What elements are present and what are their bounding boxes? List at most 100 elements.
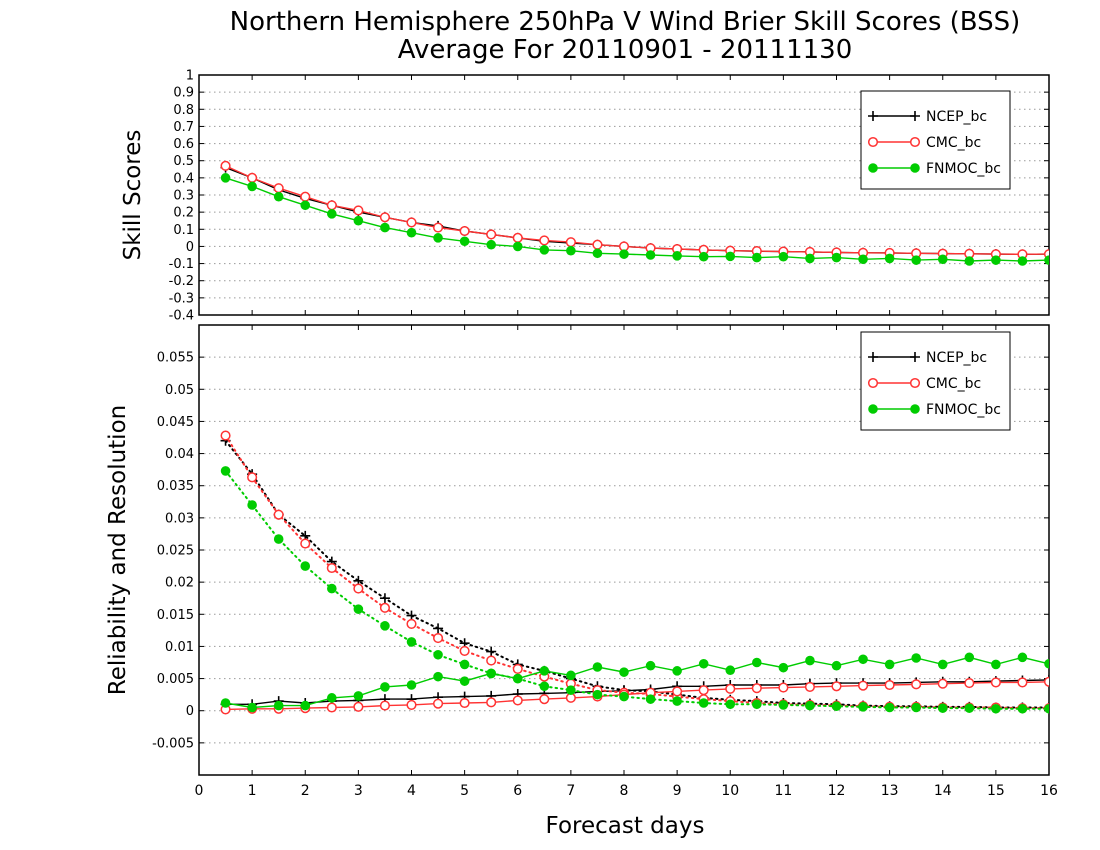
data-point [698, 685, 709, 696]
y-tick-label: 0.1 [173, 223, 194, 238]
data-point [672, 686, 683, 697]
y-tick-label: 0.025 [157, 544, 194, 559]
data-point [220, 160, 231, 171]
data-point [964, 652, 975, 663]
data-point [592, 248, 603, 259]
y-tick-label: 0 [186, 240, 194, 255]
x-tick-label: 5 [460, 783, 469, 799]
data-point [459, 676, 470, 686]
data-point [752, 252, 762, 263]
y-tick-label: 0.02 [165, 576, 194, 591]
y-tick-label: 0.045 [157, 415, 194, 430]
data-point [512, 241, 523, 252]
x-tick-label: 8 [620, 783, 629, 799]
data-point [990, 677, 1001, 688]
data-point [592, 689, 603, 700]
data-point [991, 659, 1001, 670]
data-point [326, 200, 337, 211]
data-point [220, 430, 231, 441]
data-point [778, 682, 789, 693]
y-tick-label: 1 [186, 69, 194, 84]
data-point [867, 136, 879, 148]
data-point [459, 659, 470, 670]
data-point [805, 655, 815, 666]
data-point [831, 681, 842, 692]
data-point [406, 217, 417, 228]
data-point [539, 681, 550, 692]
y-tick-label: -0.2 [169, 274, 194, 289]
data-point [433, 623, 444, 634]
y-tick-label: 0.6 [173, 137, 194, 152]
data-point [486, 646, 497, 657]
data-point [725, 699, 736, 710]
series-line-FNMOC_bc [224, 177, 1049, 262]
data-point [300, 200, 311, 211]
data-point [326, 702, 337, 713]
data-point [778, 700, 789, 710]
data-point [752, 699, 762, 710]
data-point [486, 697, 497, 708]
y-tick-label: 0.005 [157, 672, 194, 687]
x-tick-label: 1 [248, 783, 257, 799]
y-tick-label: 0.8 [173, 103, 194, 118]
y-tick-label: 0.035 [157, 479, 194, 494]
data-point [220, 466, 231, 476]
x-tick-label: 14 [934, 783, 952, 799]
data-point [868, 352, 878, 362]
data-point [698, 658, 709, 669]
data-point [619, 691, 629, 702]
y-tick-label: -0.1 [169, 257, 194, 272]
data-point [1017, 677, 1028, 688]
data-point [884, 679, 895, 691]
data-point [566, 245, 576, 256]
x-tick-label: 11 [774, 783, 792, 799]
legend-label: FNMOC_bc [926, 161, 1001, 177]
data-point [858, 702, 868, 712]
y-tick-label: 0.05 [165, 383, 194, 398]
data-point [752, 657, 762, 668]
data-point [778, 662, 789, 673]
data-point [512, 663, 523, 674]
data-point [459, 697, 470, 709]
x-tick-label: 7 [566, 783, 575, 799]
data-point [486, 655, 497, 666]
data-point [858, 654, 868, 665]
data-point [858, 680, 869, 691]
y-tick-label: 0.9 [173, 86, 194, 101]
data-point [831, 701, 842, 712]
legend-label: CMC_bc [926, 376, 981, 392]
x-tick-label: 4 [407, 783, 416, 799]
data-point [991, 703, 1001, 714]
data-point [273, 534, 284, 544]
data-point [273, 700, 284, 711]
series-group [220, 160, 1049, 266]
data-point [645, 694, 656, 704]
data-point [698, 251, 709, 262]
data-point [805, 253, 815, 264]
legend: NCEP_bc CMC_bc FNMOC_bc [860, 331, 1011, 431]
data-point [353, 691, 364, 701]
x-tick-label: 3 [354, 783, 363, 799]
plot-frame [198, 74, 1050, 316]
data-point [220, 173, 231, 183]
data-point [566, 670, 576, 681]
data-point [725, 665, 736, 676]
x-tick-label: 10 [721, 783, 739, 799]
y-tick-label: 0.03 [165, 511, 194, 526]
data-point [353, 205, 364, 216]
legend: NCEP_bc CMC_bc FNMOC_bc [860, 90, 1011, 190]
data-point [1044, 255, 1049, 265]
data-point [327, 583, 337, 594]
data-point [379, 602, 390, 613]
series-line-FNMOC_bc [224, 469, 1049, 710]
data-point [858, 254, 868, 265]
data-point [486, 239, 496, 250]
data-point [512, 232, 523, 243]
data-point [353, 604, 364, 614]
data-point [778, 251, 789, 262]
data-point [327, 209, 337, 219]
data-point [380, 682, 390, 692]
data-point [884, 702, 895, 713]
x-tick-label: 0 [195, 783, 204, 799]
data-point [672, 696, 682, 706]
